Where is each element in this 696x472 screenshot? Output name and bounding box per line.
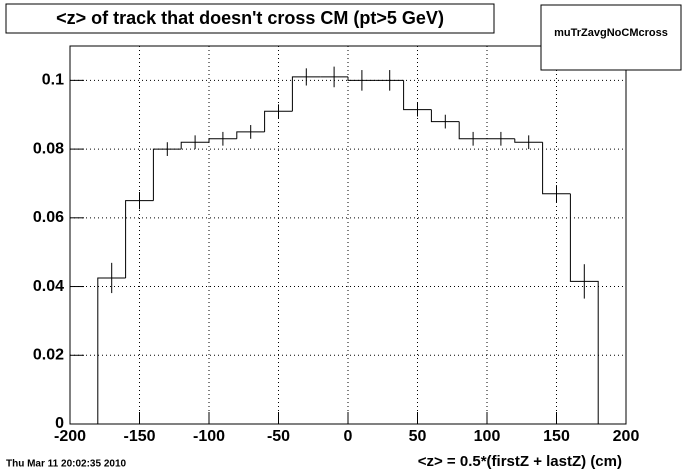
x-tick-label: -100 xyxy=(193,428,225,445)
x-tick-label: -150 xyxy=(123,428,155,445)
histogram-bin xyxy=(430,109,460,123)
x-tick-label: 100 xyxy=(474,428,501,445)
x-tick-label: 0 xyxy=(344,428,353,445)
plot-area: 0 0.02 0.04 0.06 0.08 0.1 -200 -150 -100 -50 0 50 10… xyxy=(33,46,640,445)
x-tick-label: 200 xyxy=(613,428,640,445)
y-tick-label: 0.04 xyxy=(33,278,64,295)
y-tick-label: 0 xyxy=(55,415,64,432)
histogram-bin xyxy=(97,277,126,424)
y-tick-label: 0.02 xyxy=(33,346,64,363)
x-axis-label: <z> = 0.5*(firstZ + lastZ) (cm) xyxy=(418,453,622,470)
stats-title: muTrZavgNoCMcross xyxy=(554,27,668,39)
timestamp: Thu Mar 11 20:02:35 2010 xyxy=(6,459,127,470)
x-tick-label: 150 xyxy=(543,428,570,445)
histogram-bin xyxy=(180,141,209,150)
y-tick-label: 0.1 xyxy=(42,72,64,89)
histogram-bin xyxy=(291,76,321,112)
histogram-bin xyxy=(514,138,543,143)
histogram-bin xyxy=(458,121,487,140)
chart-title: <z> of track that doesn't cross CM (pt>5… xyxy=(56,8,444,28)
x-tick-label: -200 xyxy=(54,428,86,445)
x-tick-label: -50 xyxy=(267,428,290,445)
title-box xyxy=(5,3,495,34)
histogram-bin xyxy=(347,76,376,81)
y-tick-label: 0.06 xyxy=(33,209,64,226)
histogram-bin xyxy=(125,200,154,278)
histogram-bin xyxy=(264,110,293,132)
histogram-bin xyxy=(208,138,237,143)
x-tick-label: 50 xyxy=(409,428,427,445)
histogram-bin xyxy=(403,80,432,111)
histogram-bin xyxy=(152,148,182,201)
y-tick-label: 0.08 xyxy=(33,140,64,157)
histogram-bin xyxy=(542,142,571,195)
stats-box xyxy=(540,4,682,71)
histogram-bin xyxy=(236,131,265,139)
